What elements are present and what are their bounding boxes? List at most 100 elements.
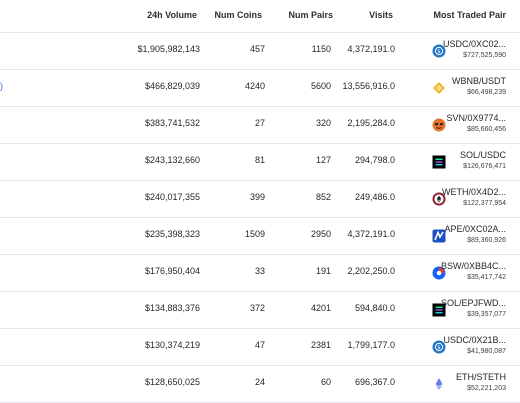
- num-pairs-cell: 2381: [310, 340, 331, 350]
- pair-name[interactable]: SVN/0X9774...: [446, 113, 506, 123]
- volume-cell: $176,950,404: [144, 266, 200, 276]
- most-traded-pair-cell: ETH/STETH $52,221,203: [430, 370, 506, 392]
- num-pairs-cell: 320: [315, 118, 331, 128]
- num-pairs-cell: 5600: [310, 81, 331, 91]
- header-most-traded-pair: Most Traded Pair: [433, 10, 506, 20]
- num-pairs-cell: 852: [315, 192, 331, 202]
- pair-volume: $727,525,590: [463, 52, 506, 59]
- pair-volume: $52,221,203: [467, 385, 506, 392]
- header-num-pairs[interactable]: Num Pairs: [288, 10, 333, 20]
- table-row[interactable]: $243,132,660 81 127 294,798.0 SOL/USDC $…: [0, 144, 520, 181]
- ape-icon: [432, 229, 446, 243]
- volume-cell: $130,374,219: [144, 340, 200, 350]
- table-row[interactable]: ) $466,829,039 4240 5600 13,556,916.0 WB…: [0, 70, 520, 107]
- table-row[interactable]: $176,950,404 33 191 2,202,250.0 BSW/0XBB…: [0, 255, 520, 292]
- volume-cell: $235,398,323: [144, 229, 200, 239]
- bnb-icon: [432, 81, 446, 95]
- num-coins-cell: 4240: [244, 81, 265, 91]
- pair-volume: $85,660,456: [467, 126, 506, 133]
- pair-name[interactable]: WBNB/USDT: [452, 76, 506, 86]
- most-traded-pair-cell: SOL/USDC $126,676,471: [430, 148, 506, 170]
- visits-cell: 294,798.0: [354, 155, 395, 165]
- most-traded-pair-cell: APE/0XC02A... $89,360,926: [430, 222, 506, 244]
- visits-cell: 4,372,191.0: [347, 229, 395, 239]
- volume-cell: $128,650,025: [144, 377, 200, 387]
- table-row[interactable]: $1,905,982,143 457 1150 4,372,191.0 $ US…: [0, 33, 520, 70]
- pair-name[interactable]: ETH/STETH: [455, 372, 506, 382]
- pair-volume: $89,360,926: [467, 237, 506, 244]
- num-coins-cell: 81: [254, 155, 265, 165]
- num-pairs-cell: 60: [320, 377, 331, 387]
- svg-text:$: $: [437, 49, 440, 55]
- table-row[interactable]: $235,398,323 1509 2950 4,372,191.0 APE/0…: [0, 218, 520, 255]
- pair-volume: $66,498,239: [467, 89, 506, 96]
- most-traded-pair-cell: SVN/0X9774... $85,660,456: [430, 111, 506, 133]
- truncated-exchange-name[interactable]: ): [0, 81, 3, 91]
- most-traded-pair-cell: WETH/0X4D2... $122,377,954: [430, 185, 506, 207]
- num-pairs-cell: 127: [315, 155, 331, 165]
- visits-cell: 249,486.0: [354, 192, 395, 202]
- visits-cell: 13,556,916.0: [342, 81, 395, 91]
- num-pairs-cell: 2950: [310, 229, 331, 239]
- svn-icon: [432, 118, 446, 132]
- visits-cell: 2,202,250.0: [347, 266, 395, 276]
- volume-cell: $383,741,532: [144, 118, 200, 128]
- pair-name[interactable]: BSW/0XBB4C...: [440, 261, 506, 271]
- most-traded-pair-cell: SOL/EPJFWD... $39,357,077: [430, 296, 506, 318]
- visits-cell: 594,840.0: [354, 303, 395, 313]
- volume-cell: $243,132,660: [144, 155, 200, 165]
- num-coins-cell: 47: [254, 340, 265, 350]
- most-traded-pair-cell: USDC/0X21B... $41,980,087: [430, 333, 506, 355]
- num-coins-cell: 33: [254, 266, 265, 276]
- volume-cell: $1,905,982,143: [137, 44, 200, 54]
- solana-icon: [432, 303, 446, 317]
- bsw-icon: [432, 266, 446, 280]
- header-num-coins[interactable]: Num Coins: [214, 10, 262, 20]
- visits-cell: 1,799,177.0: [347, 340, 395, 350]
- num-coins-cell: 1509: [244, 229, 265, 239]
- table-header: 24h Volume Num Coins Num Pairs Visits Mo…: [0, 0, 520, 33]
- num-coins-cell: 27: [254, 118, 265, 128]
- visits-cell: 4,372,191.0: [347, 44, 395, 54]
- visits-cell: 696,367.0: [354, 377, 395, 387]
- usdc-icon: $: [432, 340, 446, 354]
- num-pairs-cell: 4201: [310, 303, 331, 313]
- pair-name[interactable]: USDC/0XC02...: [442, 39, 506, 49]
- table-row[interactable]: $128,650,025 24 60 696,367.0 ETH/STETH $…: [0, 366, 520, 403]
- table-row[interactable]: $134,883,376 372 4201 594,840.0 SOL/EPJF…: [0, 292, 520, 329]
- table-row[interactable]: $240,017,355 399 852 249,486.0 WETH/0X4D…: [0, 181, 520, 218]
- num-pairs-cell: 191: [315, 266, 331, 276]
- solana-icon: [432, 155, 446, 169]
- most-traded-pair-cell: BSW/0XBB4C... $35,417,742: [430, 259, 506, 281]
- num-coins-cell: 372: [249, 303, 265, 313]
- usdc-icon: $: [432, 44, 446, 58]
- pair-volume: $39,357,077: [467, 311, 506, 318]
- pair-name[interactable]: USDC/0X21B...: [443, 335, 506, 345]
- pair-volume: $35,417,742: [467, 274, 506, 281]
- volume-cell: $240,017,355: [144, 192, 200, 202]
- table-row[interactable]: $383,741,532 27 320 2,195,284.0 SVN/0X97…: [0, 107, 520, 144]
- table-row[interactable]: $130,374,219 47 2381 1,799,177.0 $ USDC/…: [0, 329, 520, 366]
- pair-name[interactable]: SOL/EPJFWD...: [440, 298, 506, 308]
- pair-volume: $41,980,087: [467, 348, 506, 355]
- weth-icon: [432, 192, 446, 206]
- num-coins-cell: 457: [249, 44, 265, 54]
- most-traded-pair-cell: USDC/0XC02... $727,525,590: [430, 37, 506, 59]
- num-coins-cell: 24: [254, 377, 265, 387]
- visits-cell: 2,195,284.0: [347, 118, 395, 128]
- volume-cell: $466,829,039: [144, 81, 200, 91]
- pair-volume: $126,676,471: [463, 163, 506, 170]
- header-24h-volume[interactable]: 24h Volume: [147, 10, 197, 20]
- pair-name[interactable]: APE/0XC02A...: [444, 224, 506, 234]
- most-traded-pair-cell: WBNB/USDT $66,498,239: [430, 74, 506, 96]
- pair-volume: $122,377,954: [463, 200, 506, 207]
- num-coins-cell: 399: [249, 192, 265, 202]
- pair-name[interactable]: SOL/USDC: [459, 150, 506, 160]
- num-pairs-cell: 1150: [311, 44, 331, 54]
- eth-icon: [432, 377, 446, 391]
- volume-cell: $134,883,376: [144, 303, 200, 313]
- svg-text:$: $: [437, 345, 440, 351]
- header-visits[interactable]: Visits: [369, 10, 393, 20]
- pair-name[interactable]: WETH/0X4D2...: [441, 187, 506, 197]
